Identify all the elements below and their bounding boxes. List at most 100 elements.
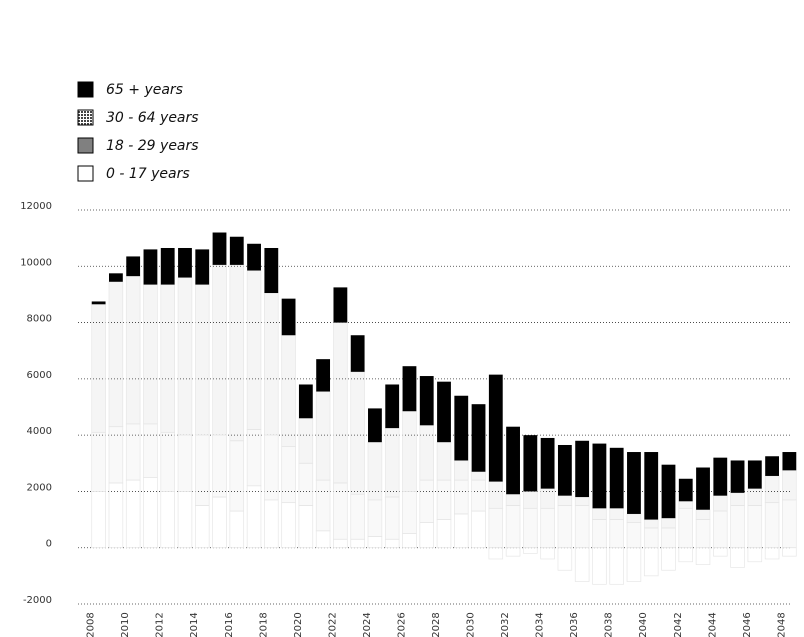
bar-segment: [419, 522, 434, 549]
bar-segment: [695, 509, 711, 520]
x-tick-label: 2016: [224, 612, 235, 637]
y-tick-label: 6000: [27, 370, 52, 381]
x-tick-label: 2040: [638, 612, 649, 637]
bar-segment: [436, 441, 452, 481]
bar-segment: [523, 507, 538, 549]
bar-segment: [436, 519, 452, 549]
bar-segment: [91, 303, 106, 433]
bar-segment: [454, 395, 469, 461]
bar-segment: [298, 505, 314, 549]
bar-segment: [713, 510, 728, 549]
bar-segment: [264, 247, 279, 294]
bar-segment: [91, 491, 106, 549]
bar-segment: [126, 256, 141, 277]
bar-segment: [713, 495, 728, 512]
bar-segment: [661, 527, 676, 549]
bar-segment: [402, 491, 417, 534]
bar-segment: [419, 376, 434, 426]
bar-segment: [557, 495, 573, 506]
bar-segment: [471, 479, 486, 512]
bar-segment: [108, 273, 123, 282]
bar-segment: [212, 434, 227, 498]
bars: [91, 232, 797, 585]
y-tick-label: 12000: [20, 201, 52, 212]
bar-segment: [298, 462, 314, 506]
bar-segment: [367, 536, 383, 549]
legend-label: 30 - 64 years: [106, 110, 199, 126]
bar-segment: [626, 513, 642, 523]
x-tick-label: 2030: [466, 612, 477, 637]
x-tick-label: 2008: [86, 612, 97, 637]
bar-segment: [678, 507, 694, 549]
x-tick-label: 2038: [604, 612, 615, 637]
bar-segment: [626, 522, 642, 549]
bar-segment: [782, 452, 797, 471]
bar-segment: [523, 435, 538, 492]
bar-segment: [747, 460, 762, 489]
bar-segment: [333, 538, 348, 549]
bar-segment: [402, 366, 417, 412]
bar-segment: [730, 492, 745, 506]
bar-segment: [160, 247, 175, 285]
bar-segment: [505, 505, 521, 549]
bar-segment: [661, 517, 676, 529]
bar-segment: [212, 496, 227, 549]
bar-segment: [281, 334, 296, 447]
bar-segment: [540, 507, 555, 549]
bar-segment: [643, 519, 659, 529]
bar-segment: [436, 479, 452, 520]
bar-segment: [488, 507, 504, 549]
bar-segment: [505, 547, 521, 557]
x-tick-label: 2042: [673, 612, 684, 637]
bar-segment: [643, 547, 659, 577]
bar-segment: [229, 440, 245, 512]
legend-swatch: [77, 81, 94, 98]
bar-segment: [350, 493, 365, 540]
x-tick-label: 2012: [155, 612, 166, 637]
bar-segment: [713, 457, 728, 496]
bar-segment: [384, 538, 400, 549]
bar-segment: [229, 510, 245, 549]
x-tick-label: 2046: [742, 612, 753, 637]
bar-segment: [385, 384, 400, 429]
bar-segment: [367, 441, 383, 501]
bar-segment: [125, 423, 141, 481]
legend-label: 65 + years: [106, 82, 183, 98]
bar-segment: [264, 499, 279, 549]
x-tick-label: 2022: [327, 612, 338, 637]
bar-segment: [644, 452, 659, 520]
bar-segment: [782, 469, 797, 501]
bar-segment: [298, 417, 314, 464]
bar-segment: [609, 447, 624, 509]
bar-segment: [471, 471, 486, 481]
bar-segment: [91, 431, 106, 492]
bar-segment: [177, 277, 193, 436]
bar-segment: [471, 404, 486, 472]
bar-segment: [125, 479, 141, 549]
bar-segment: [315, 479, 331, 532]
bar-segment: [350, 371, 365, 495]
axes: -2000 0 2000 4000 6000 8000 10000 12000 2008 2010…: [20, 201, 792, 637]
bar-segment: [125, 275, 141, 425]
bar-segment: [246, 485, 262, 549]
bar-segment: [540, 488, 555, 509]
bar-segment: [194, 284, 210, 436]
y-tick-label: -2000: [23, 595, 52, 606]
bar-segment: [488, 547, 504, 560]
x-tick-label: 2026: [396, 612, 407, 637]
y-tick-label: 8000: [27, 314, 52, 325]
bar-segment: [246, 429, 262, 487]
bar-segment: [281, 502, 296, 549]
bar-segment: [402, 533, 417, 549]
bar-segment: [333, 287, 348, 323]
y-tick-label: 10000: [20, 257, 52, 268]
bar-segment: [592, 443, 607, 509]
x-tick-label: 2020: [293, 612, 304, 637]
bar-segment: [505, 493, 521, 506]
bar-segment: [523, 547, 538, 554]
legend-label: 18 - 29 years: [106, 138, 199, 154]
bar-segment: [609, 507, 624, 520]
bar-segment: [419, 424, 434, 481]
bar-segment: [574, 547, 590, 582]
bar-segment: [333, 482, 348, 540]
